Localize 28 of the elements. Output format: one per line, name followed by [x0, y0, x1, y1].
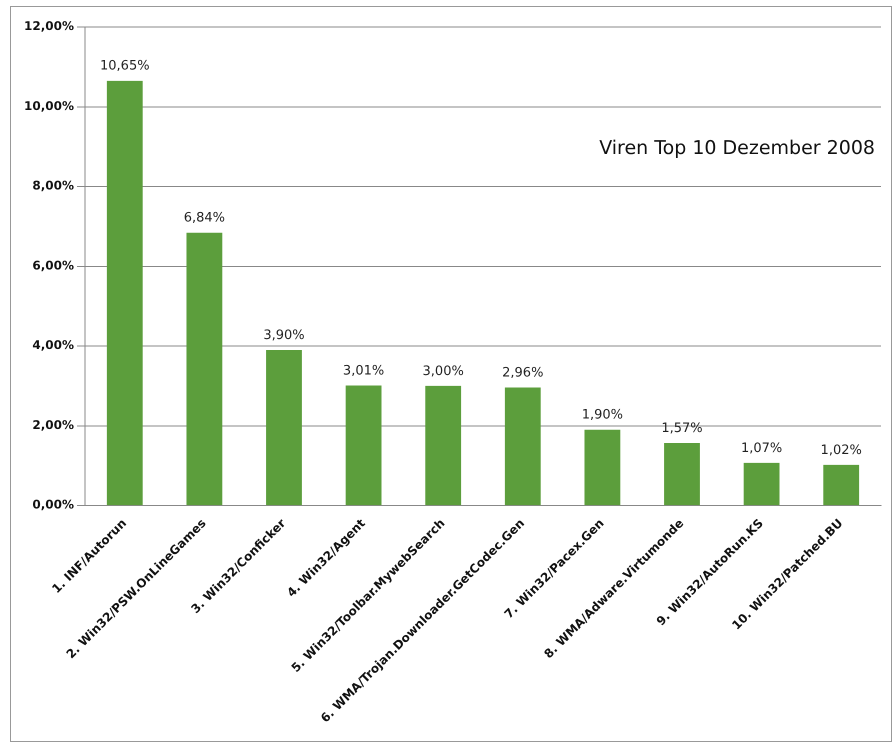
data-label: 1,90%: [582, 408, 624, 423]
data-label: 1,07%: [740, 440, 782, 456]
bar: [266, 350, 302, 506]
bar: [106, 80, 143, 506]
data-label: 3,90%: [263, 328, 305, 343]
bar: [744, 462, 780, 506]
y-tick-label: 12,00%: [24, 19, 74, 34]
data-label: 6,84%: [184, 210, 226, 226]
bar: [664, 442, 700, 506]
y-tick-label: 10,00%: [24, 98, 74, 113]
y-tick-label: 4,00%: [32, 338, 74, 352]
data-label: 1,02%: [820, 442, 862, 458]
bar: [504, 388, 541, 506]
text: Viren Top 10 Dezember 2008: [599, 136, 875, 159]
bar: [186, 232, 222, 506]
data-label: 3,01%: [342, 363, 384, 378]
y-tick-label: 2,00%: [32, 418, 74, 432]
bar: [425, 386, 462, 506]
bar: [823, 464, 860, 506]
data-label: 3,00%: [422, 364, 464, 379]
data-label: 1,57%: [661, 420, 703, 436]
y-tick-label: 8,00%: [32, 178, 74, 193]
bar: [584, 430, 620, 506]
data-label: 2,96%: [502, 365, 544, 380]
bar: [346, 386, 382, 506]
y-tick-label: 0,00%: [32, 498, 74, 512]
y-tick-label: 6,00%: [32, 258, 74, 272]
data-label: 10,65%: [100, 58, 150, 74]
